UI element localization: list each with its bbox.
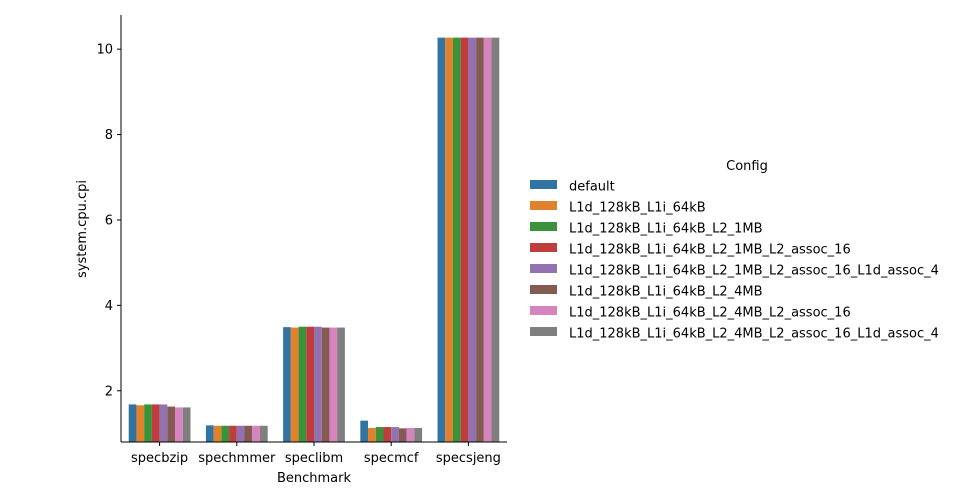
bar-specbzip-8 [182,407,191,442]
legend-swatch [530,306,557,315]
x-axis: specbzip spechmmer speclibm specmcf specsjen… [121,441,507,466]
bar-specbzip-7 [175,407,183,442]
bar-speclibm-5 [314,326,322,442]
bar-specmcf-6 [398,428,407,442]
y-tick-label: 10 [96,43,113,58]
bar-specmcf-1 [360,420,369,442]
x-tick-label: spechmmer [198,451,276,466]
legend-entry-label: L1d_128kB_L1i_64kB_L2_1MB_L2_assoc_16 [569,243,851,258]
bar-speclibm-4 [306,326,314,442]
bar-speclibm-8 [337,327,345,442]
legend: Config default L1d_128kB_L1i_64kB L1d_128k… [530,159,939,342]
legend-swatch [530,201,557,210]
bars-group [128,37,500,442]
bar-specmcf-7 [406,427,415,442]
bar-specmcf-4 [383,427,392,442]
bar-spechmmer-1 [205,425,214,442]
bar-spechmmer-3 [221,425,230,442]
bar-specsjeng-5 [468,37,477,442]
legend-entry-label: L1d_128kB_L1i_64kB [569,201,706,216]
bar-specbzip-4 [151,404,160,442]
legend-title: Config [726,159,768,174]
bar-specbzip-3 [144,404,152,442]
bar-speclibm-2 [290,327,299,442]
bar-specsjeng-3 [452,37,461,442]
x-tick-label: specmcf [364,451,419,466]
x-tick-label: specsjeng [436,451,501,466]
x-tick-label: speclibm [285,451,343,466]
bar-specmcf-2 [368,427,376,442]
bar-specbzip-5 [159,404,168,442]
legend-entry-label: L1d_128kB_L1i_64kB_L2_1MB [569,222,763,237]
bar-specmcf-5 [391,427,399,442]
bar-spechmmer-5 [236,425,245,442]
legend-swatch [530,327,557,336]
legend-entry-label: L1d_128kB_L1i_64kB_L2_4MB_L2_assoc_16 [569,306,851,321]
bar-specbzip-1 [128,404,137,442]
legend-entry-label: L1d_128kB_L1i_64kB_L2_4MB [569,285,763,300]
legend-swatch [530,243,557,252]
legend-swatch [530,222,557,231]
bar-specsjeng-1 [437,37,446,442]
legend-swatch [530,180,557,189]
bar-spechmmer-6 [244,425,253,442]
bar-specsjeng-4 [460,37,469,442]
bar-speclibm-3 [298,326,307,442]
y-axis-label: system.cpu.cpi [75,180,90,278]
legend-entry-label: L1d_128kB_L1i_64kB_L2_4MB_L2_assoc_16_L1… [569,327,939,342]
bar-specsjeng-8 [491,37,500,442]
legend-entry-label: default [569,180,615,195]
bar-speclibm-7 [329,327,338,442]
x-axis-label: Benchmark [277,471,352,486]
y-axis: 2 4 6 8 10 [96,15,122,442]
bar-speclibm-1 [283,327,291,442]
bar-specmcf-3 [375,427,384,442]
y-tick-label: 8 [105,128,113,143]
legend-swatch [530,285,557,294]
y-tick-label: 4 [105,299,113,314]
bar-specsjeng-2 [445,37,453,442]
y-tick-label: 2 [105,384,113,399]
bar-spechmmer-8 [259,425,268,442]
bar-spechmmer-2 [213,425,222,442]
y-tick-label: 6 [105,213,113,228]
legend-swatch [530,264,557,273]
bar-specsjeng-6 [476,37,484,442]
bar-specmcf-8 [414,427,423,442]
bar-speclibm-6 [321,327,330,442]
bar-spechmmer-4 [229,425,237,442]
bar-specsjeng-7 [483,37,492,442]
bar-specbzip-2 [136,405,145,442]
legend-entry-label: L1d_128kB_L1i_64kB_L2_1MB_L2_assoc_16_L1… [569,264,939,279]
bar-specbzip-6 [167,406,176,442]
bar-spechmmer-7 [252,425,260,442]
x-tick-label: specbzip [131,451,188,466]
